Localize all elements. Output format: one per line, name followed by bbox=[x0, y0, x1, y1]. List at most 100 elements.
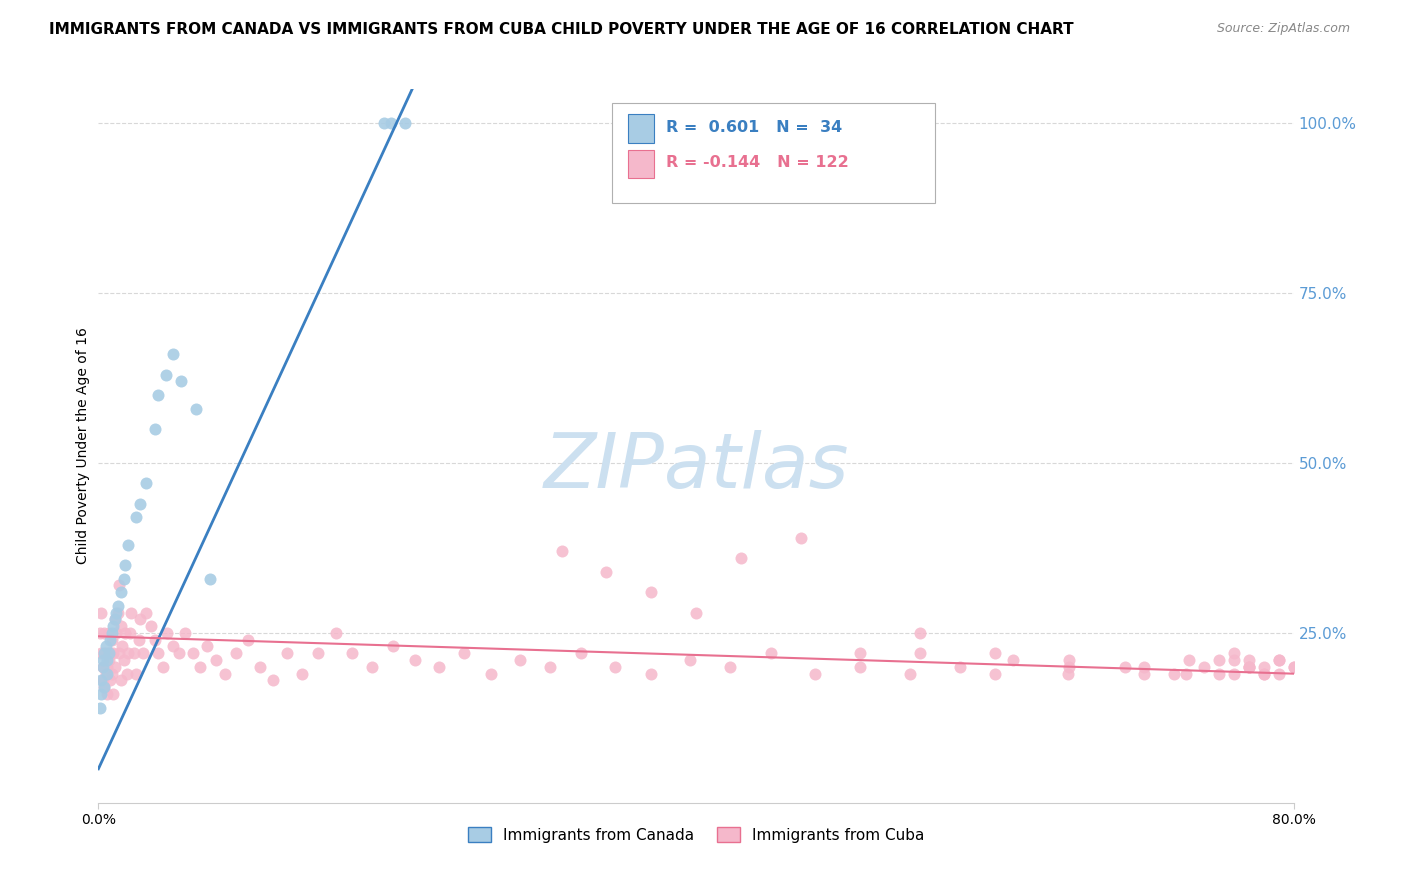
Point bbox=[380, 116, 402, 130]
Point bbox=[162, 347, 184, 361]
Point bbox=[108, 578, 131, 592]
Point bbox=[1178, 653, 1201, 667]
Point bbox=[117, 537, 139, 551]
Point bbox=[404, 653, 426, 667]
Point bbox=[93, 680, 115, 694]
Point bbox=[104, 612, 127, 626]
Point bbox=[342, 646, 364, 660]
Point bbox=[984, 666, 1007, 681]
Point bbox=[103, 646, 125, 660]
Text: Source: ZipAtlas.com: Source: ZipAtlas.com bbox=[1216, 22, 1350, 36]
Point bbox=[135, 606, 157, 620]
Point bbox=[1237, 660, 1260, 674]
Point bbox=[167, 646, 190, 660]
Point bbox=[114, 626, 136, 640]
Point bbox=[105, 606, 128, 620]
Point bbox=[479, 666, 502, 681]
Point bbox=[110, 585, 132, 599]
Point bbox=[1057, 666, 1080, 681]
Point bbox=[1237, 660, 1260, 674]
Point bbox=[115, 666, 138, 681]
Point bbox=[107, 599, 129, 613]
Point bbox=[148, 388, 170, 402]
Point bbox=[125, 510, 148, 524]
Point bbox=[1303, 653, 1326, 667]
Point bbox=[104, 660, 127, 674]
Point bbox=[98, 646, 122, 660]
Text: ZIPatlas: ZIPatlas bbox=[543, 431, 849, 504]
Point bbox=[605, 660, 627, 674]
Point bbox=[89, 700, 111, 714]
Point bbox=[143, 632, 166, 647]
Point bbox=[1237, 653, 1260, 667]
Point bbox=[93, 680, 115, 694]
Point bbox=[94, 646, 117, 660]
Point bbox=[124, 646, 146, 660]
Point bbox=[1253, 666, 1275, 681]
Point bbox=[759, 646, 782, 660]
Point bbox=[129, 612, 152, 626]
Point bbox=[200, 572, 222, 586]
Point bbox=[128, 632, 150, 647]
Point bbox=[90, 646, 112, 660]
Point bbox=[640, 666, 662, 681]
Point bbox=[94, 666, 117, 681]
Point bbox=[225, 646, 247, 660]
Point bbox=[96, 653, 118, 667]
Point bbox=[291, 666, 314, 681]
Point bbox=[89, 626, 111, 640]
Point bbox=[949, 660, 972, 674]
Point bbox=[908, 626, 931, 640]
Point bbox=[1208, 653, 1230, 667]
Point bbox=[90, 687, 112, 701]
Point bbox=[550, 544, 572, 558]
Point bbox=[1192, 660, 1215, 674]
Point bbox=[685, 606, 707, 620]
Point bbox=[1223, 653, 1246, 667]
Point bbox=[101, 666, 124, 681]
Point bbox=[107, 606, 129, 620]
Point bbox=[1267, 666, 1289, 681]
Point bbox=[188, 660, 211, 674]
Point bbox=[307, 646, 329, 660]
Point bbox=[105, 626, 128, 640]
Point bbox=[96, 687, 118, 701]
Point bbox=[849, 646, 872, 660]
Point bbox=[98, 632, 122, 647]
Point bbox=[373, 116, 395, 130]
Point bbox=[1059, 660, 1081, 674]
Text: R = -0.144   N = 122: R = -0.144 N = 122 bbox=[666, 155, 849, 170]
Point bbox=[90, 606, 112, 620]
Point bbox=[93, 626, 115, 640]
Point bbox=[112, 653, 135, 667]
Point bbox=[156, 626, 179, 640]
Point bbox=[135, 476, 157, 491]
Point bbox=[110, 673, 132, 688]
Point bbox=[718, 660, 741, 674]
Point bbox=[104, 612, 127, 626]
Point bbox=[91, 673, 114, 688]
Point bbox=[97, 626, 120, 640]
Point bbox=[174, 626, 197, 640]
Point bbox=[94, 640, 117, 654]
Point bbox=[1237, 660, 1260, 674]
Point bbox=[898, 666, 921, 681]
Point bbox=[1163, 666, 1185, 681]
Point bbox=[118, 626, 141, 640]
FancyBboxPatch shape bbox=[613, 103, 935, 203]
Point bbox=[197, 640, 219, 654]
Point bbox=[236, 632, 259, 647]
Point bbox=[1282, 660, 1305, 674]
Point bbox=[1372, 666, 1395, 681]
Point bbox=[849, 660, 872, 674]
FancyBboxPatch shape bbox=[628, 114, 654, 143]
Point bbox=[381, 640, 404, 654]
Point bbox=[90, 673, 112, 688]
Point bbox=[110, 619, 132, 633]
Point bbox=[730, 551, 752, 566]
Point bbox=[96, 666, 118, 681]
Point bbox=[908, 646, 931, 660]
Point bbox=[96, 660, 118, 674]
Point bbox=[569, 646, 592, 660]
Point bbox=[804, 666, 827, 681]
